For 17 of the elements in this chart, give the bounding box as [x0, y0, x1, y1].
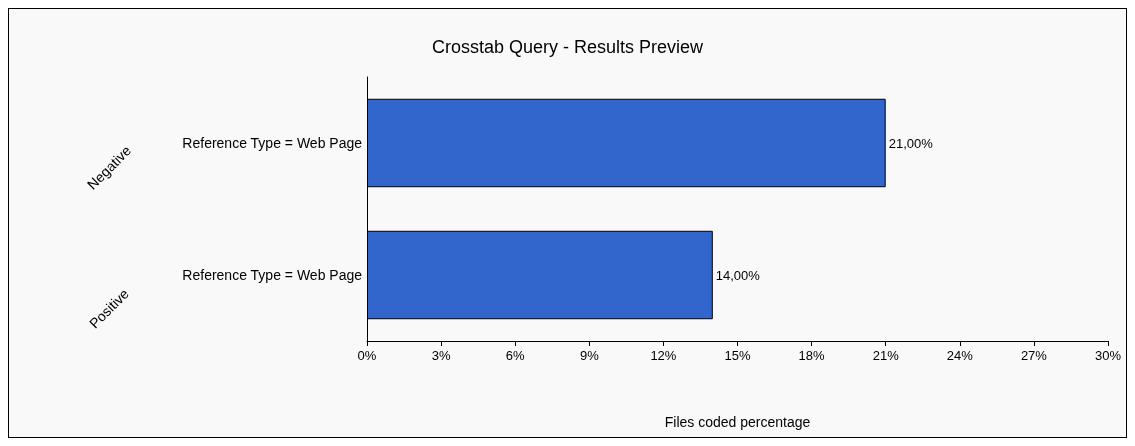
x-tick-label: 15%	[724, 348, 751, 363]
data-label: 21,00%	[888, 135, 934, 151]
x-tick-label: 18%	[798, 348, 826, 363]
x-tick-label: 9%	[579, 348, 600, 363]
x-tick-label: 0%	[357, 348, 377, 363]
x-tick-label: 27%	[1020, 348, 1048, 363]
x-tick-label: 21%	[872, 348, 900, 363]
x-tick-label: 12%	[650, 348, 677, 363]
y-tick-label: Reference Type = Web Page	[182, 267, 363, 283]
x-tick-label: 3%	[431, 348, 451, 363]
x-tick-label: 6%	[505, 348, 526, 363]
chart-title: Crosstab Query - Results Preview	[431, 37, 705, 57]
data-label: 14,00%	[715, 267, 761, 283]
y-tick-label: Reference Type = Web Page	[182, 135, 363, 151]
x-axis-title: Files coded percentage	[664, 414, 811, 430]
x-tick-label: 30%	[1094, 348, 1122, 363]
x-tick-label: 24%	[946, 348, 974, 363]
